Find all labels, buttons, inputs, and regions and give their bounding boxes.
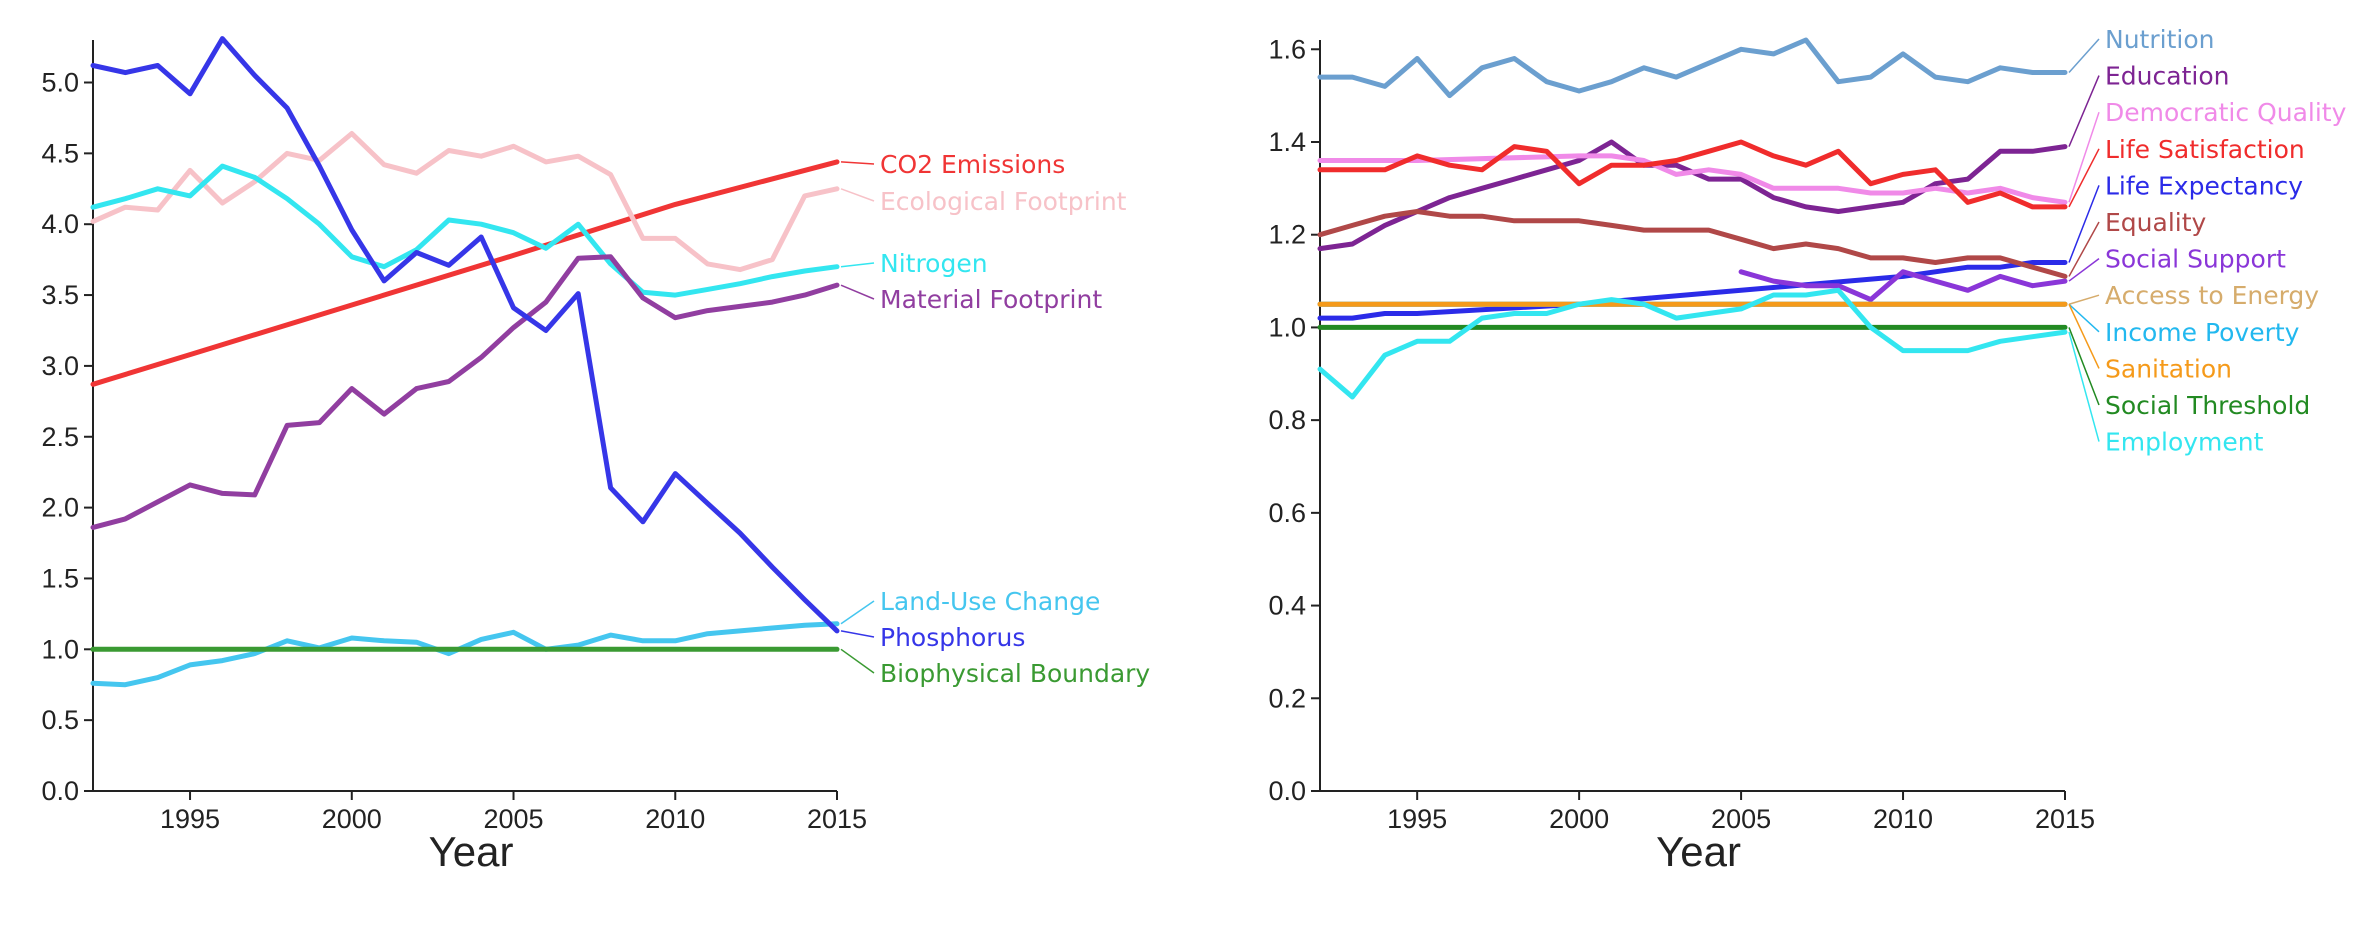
series-label-democratic-quality: Democratic Quality	[2105, 98, 2347, 127]
series-line-phosphorus	[90, 36, 840, 634]
x-tick-label: 2010	[645, 804, 705, 834]
chart-2: 0.0 0.2 0.4 0.6 0.8 1.0 1.2 1.4 1.6 1995 2000 2005 2…	[1268, 25, 2346, 875]
series-label-social-support: Social Support	[2105, 245, 2286, 274]
x-tick-label: 2015	[2035, 804, 2095, 834]
y-tick-label: 1.0	[1268, 312, 1306, 342]
y-tick-label: 2.5	[41, 422, 79, 452]
series-line-social-support	[1738, 269, 2068, 303]
label-connector	[2068, 75, 2100, 147]
label-connector	[2068, 303, 2100, 369]
series-label-sanitation: Sanitation	[2105, 354, 2232, 383]
label-connector	[840, 600, 875, 625]
series-line-employment	[1317, 287, 2068, 400]
series-line-material-footprint	[90, 254, 840, 530]
label-connector	[2068, 221, 2100, 277]
x-tick-label: 2000	[322, 804, 382, 834]
x-tick-label: 1995	[160, 804, 220, 834]
y-tick-label: 3.5	[41, 280, 79, 310]
series-line-co2-emissions	[90, 159, 840, 387]
series-label-ecological-footprint: Ecological Footprint	[880, 187, 1127, 216]
x-tick-label: 2000	[1549, 804, 1609, 834]
label-connector	[840, 630, 875, 638]
x-tick-label: 2005	[483, 804, 543, 834]
y-tick-label: 5.0	[41, 68, 79, 98]
series-line-land-use-change	[90, 621, 840, 688]
series-label-employment: Employment	[2105, 428, 2264, 457]
series-label-nutrition: Nutrition	[2105, 25, 2214, 54]
y-tick-label: 0.2	[1268, 683, 1306, 713]
y-tick-label: 1.0	[41, 634, 79, 664]
series-label-education: Education	[2105, 62, 2229, 91]
label-connector	[2068, 303, 2100, 333]
series-label-co2-emissions: CO2 Emissions	[880, 150, 1065, 179]
series-label-material-footprint: Material Footprint	[880, 285, 1102, 314]
series-label-income-poverty: Income Poverty	[2105, 318, 2300, 347]
y-tick-label: 4.0	[41, 209, 79, 239]
y-tick-label: 1.2	[1268, 220, 1306, 250]
label-connector	[2068, 294, 2100, 305]
label-connector	[840, 284, 875, 300]
y-tick-label: 0.6	[1268, 498, 1306, 528]
series-line-nutrition	[1317, 37, 2068, 99]
label-connector	[2068, 185, 2100, 263]
y-tick-label: 1.5	[41, 563, 79, 593]
label-connector	[840, 188, 875, 202]
series-label-land-use-change: Land-Use Change	[880, 587, 1100, 616]
y-tick-label: 0.5	[41, 705, 79, 735]
label-connector	[2068, 38, 2100, 73]
series-line-democratic-quality	[1317, 153, 2068, 205]
x-axis-title: Year	[429, 828, 514, 875]
series-label-life-satisfaction: Life Satisfaction	[2105, 135, 2305, 164]
y-tick-label: 0.0	[1268, 776, 1306, 806]
y-tick-label: 1.4	[1268, 127, 1306, 157]
series-label-phosphorus: Phosphorus	[880, 623, 1025, 652]
label-connector	[840, 648, 875, 674]
y-tick-label: 4.5	[41, 138, 79, 168]
series-label-social-threshold: Social Threshold	[2105, 391, 2310, 420]
label-connector	[840, 161, 875, 165]
x-axis-title: Year	[1656, 828, 1741, 875]
x-tick-label: 2010	[1873, 804, 1933, 834]
y-tick-label: 0.8	[1268, 405, 1306, 435]
label-connector	[840, 262, 875, 268]
series-line-ecological-footprint	[90, 131, 840, 273]
series-line-nitrogen	[90, 163, 840, 298]
series-line-life-expectancy	[1317, 260, 2068, 321]
chart-1: 0.0 0.5 1.0 1.5 2.0 2.5 3.0 3.5 4.0 4.5 5.0 1995 200…	[41, 36, 1150, 875]
series-label-nitrogen: Nitrogen	[880, 249, 988, 278]
x-tick-label: 1995	[1387, 804, 1447, 834]
series-label-life-expectancy: Life Expectancy	[2105, 171, 2303, 200]
x-tick-label: 2005	[1711, 804, 1771, 834]
label-connector	[2068, 111, 2100, 203]
y-tick-label: 2.0	[41, 493, 79, 523]
series-label-access-to-energy: Access to Energy	[2105, 281, 2319, 310]
series-line-life-satisfaction	[1317, 139, 2068, 210]
label-connector	[2068, 257, 2100, 282]
label-connector	[2068, 148, 2100, 208]
y-tick-label: 1.6	[1268, 34, 1306, 64]
x-tick-label: 2015	[807, 804, 867, 834]
series-line-equality	[1317, 209, 2068, 279]
series-label-equality: Equality	[2105, 208, 2207, 237]
y-tick-label: 3.0	[41, 351, 79, 381]
y-tick-label: 0.4	[1268, 591, 1306, 621]
series-label-biophysical-boundary: Biophysical Boundary	[880, 659, 1150, 688]
y-tick-label: 0.0	[41, 776, 79, 806]
label-connector	[2068, 331, 2100, 442]
label-connector	[2068, 327, 2100, 406]
